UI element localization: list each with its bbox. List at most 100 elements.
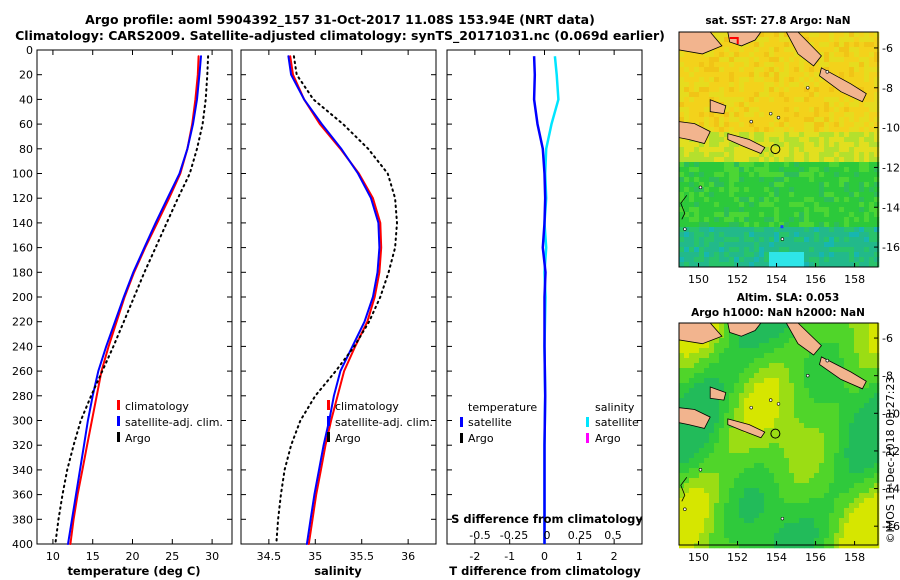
map-cell (844, 528, 850, 534)
map-cell (684, 398, 690, 404)
map-cell (719, 137, 725, 143)
sst-map-frame (678, 31, 879, 268)
map-cell (689, 503, 695, 509)
map-cell (779, 423, 785, 429)
map-cell (729, 458, 735, 464)
map-cell (824, 102, 830, 108)
map-cell (744, 212, 750, 218)
map-cell (719, 142, 725, 148)
map-cell (849, 197, 855, 203)
map-cell (724, 483, 730, 489)
map-cell (704, 172, 710, 178)
map-cell (704, 157, 710, 163)
map-cell (714, 533, 720, 539)
map-cell (854, 252, 860, 258)
map-cell (834, 498, 840, 504)
map-cell (829, 222, 835, 228)
map-cell (814, 438, 820, 444)
map-cell (764, 172, 770, 178)
map-cell (719, 232, 725, 238)
map-cell (779, 132, 785, 138)
map-cell (859, 513, 865, 519)
map-cell (824, 403, 830, 409)
map-cell (799, 137, 805, 143)
map-cell (864, 463, 870, 469)
map-cell (819, 57, 825, 63)
map-cell (684, 368, 690, 374)
map-cell (744, 47, 750, 53)
map-cell (834, 92, 840, 98)
map-cell (689, 82, 695, 88)
map-cell (729, 468, 735, 474)
map-cell (704, 57, 710, 63)
map-cell (844, 52, 850, 58)
map-cell (819, 418, 825, 424)
legend-label-climatology: climatology (335, 400, 399, 413)
map-cell (829, 142, 835, 148)
map-cell (829, 328, 835, 334)
map-cell (869, 167, 875, 173)
map-cell (799, 543, 805, 549)
map-cell (784, 62, 790, 68)
map-cell (869, 57, 875, 63)
map-cell (769, 498, 775, 504)
map-cell (704, 408, 710, 414)
map-cell (809, 207, 815, 213)
map-cell (779, 197, 785, 203)
map-cell (834, 438, 840, 444)
map-cell (784, 438, 790, 444)
map-cell (749, 127, 755, 133)
map-cell (834, 403, 840, 409)
map-cell (694, 197, 700, 203)
map-cell (724, 353, 730, 359)
map-cell (774, 523, 780, 529)
map-cell (804, 348, 810, 354)
map-cell (679, 508, 685, 514)
map-cell (709, 77, 715, 83)
map-cell (744, 162, 750, 168)
map-cell (729, 513, 735, 519)
map-cell (724, 403, 730, 409)
map-cell (794, 67, 800, 73)
map-cell (869, 323, 875, 329)
map-cell (764, 528, 770, 534)
map-cell (759, 182, 765, 188)
map-cell (809, 247, 815, 253)
map-cell (719, 498, 725, 504)
map-cell (814, 413, 820, 419)
map-cell (789, 343, 795, 349)
map-cell (744, 177, 750, 183)
map-cell (814, 97, 820, 103)
map-cell (714, 458, 720, 464)
map-cell (794, 117, 800, 123)
map-cell (779, 87, 785, 93)
map-cell (739, 513, 745, 519)
map-cell (769, 533, 775, 539)
map-cell (854, 247, 860, 253)
map-cell (819, 62, 825, 68)
map-cell (749, 232, 755, 238)
map-cell (679, 197, 685, 203)
map-cell (869, 252, 875, 258)
map-cell (789, 177, 795, 183)
map-cell (869, 72, 875, 78)
map-cell (744, 107, 750, 113)
map-cell (789, 197, 795, 203)
map-cell (839, 157, 845, 163)
map-cell (744, 152, 750, 158)
map-cell (794, 403, 800, 409)
map-cell (859, 37, 865, 43)
map-cell (724, 408, 730, 414)
map-cell (729, 147, 735, 153)
map-cell (834, 57, 840, 63)
map-cell (724, 343, 730, 349)
map-cell (839, 202, 845, 208)
map-cell (794, 192, 800, 198)
map-cell (794, 92, 800, 98)
map-cell (754, 92, 760, 98)
sla-map-ticks: 150 152 154 156 158-6-8-10-12-14-16 (688, 332, 900, 564)
map-cell (869, 87, 875, 93)
map-cell (814, 373, 820, 379)
map-cell (864, 543, 870, 549)
map-cell (714, 152, 720, 158)
